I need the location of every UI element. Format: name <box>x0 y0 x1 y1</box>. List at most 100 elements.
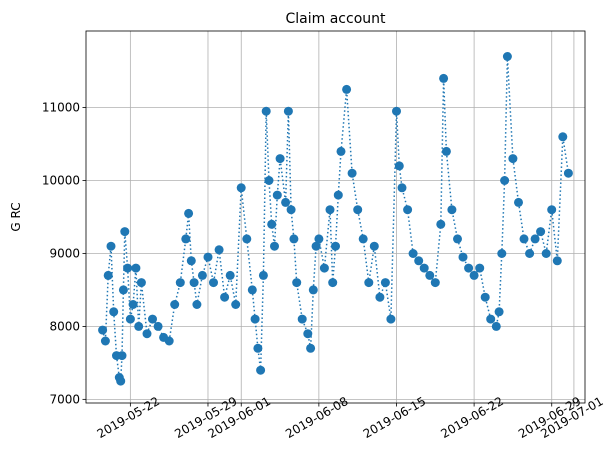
data-point <box>250 314 260 324</box>
data-point <box>175 278 185 288</box>
data-point <box>258 270 268 280</box>
data-point <box>447 205 457 215</box>
data-point <box>430 278 440 288</box>
data-point <box>220 292 230 302</box>
data-point <box>369 241 379 251</box>
data-point <box>500 176 510 185</box>
data-point <box>408 249 418 258</box>
data-point <box>231 300 241 309</box>
data-point <box>292 278 302 288</box>
data-point <box>275 154 285 164</box>
data-point <box>286 205 296 215</box>
data-point <box>100 336 110 346</box>
x-tick-label: 2019-06-15 <box>361 394 428 441</box>
data-point <box>414 256 424 266</box>
data-point <box>131 263 141 273</box>
data-point <box>306 343 316 353</box>
data-point <box>536 227 546 237</box>
data-point <box>120 227 130 237</box>
data-point <box>519 234 529 244</box>
data-point <box>142 329 152 339</box>
data-point <box>436 219 446 229</box>
plot-area <box>98 52 573 386</box>
data-point <box>242 234 252 244</box>
data-point <box>128 300 138 309</box>
data-point <box>253 343 263 353</box>
data-point <box>547 205 557 215</box>
data-point <box>308 285 318 295</box>
data-point <box>117 351 127 361</box>
data-point <box>353 205 363 215</box>
data-point <box>136 278 146 288</box>
data-point <box>186 256 196 266</box>
y-tick-label: 7000 <box>49 392 80 406</box>
data-point <box>563 168 573 178</box>
data-point <box>375 292 385 302</box>
series-line <box>101 56 570 382</box>
data-point <box>358 234 368 244</box>
data-point <box>439 73 449 83</box>
data-point <box>558 132 568 142</box>
data-point <box>464 263 474 273</box>
data-point <box>256 365 266 375</box>
data-point <box>103 270 113 280</box>
x-tick-label: 2019-05-22 <box>95 394 162 441</box>
chart-title: Claim account <box>286 11 387 27</box>
data-point <box>289 234 299 244</box>
data-point <box>364 278 374 288</box>
data-point <box>134 321 144 331</box>
data-point <box>272 190 282 200</box>
data-point <box>541 249 551 258</box>
y-axis: 7000 8000 9000 10000 11000 <box>42 101 86 406</box>
data-point <box>109 307 119 317</box>
data-point <box>386 314 396 324</box>
x-tick-label: 2019-06-22 <box>438 394 505 441</box>
data-point <box>342 84 352 94</box>
data-point <box>225 270 235 280</box>
data-point <box>491 321 501 331</box>
data-point <box>123 263 133 273</box>
data-point <box>311 241 321 251</box>
data-point <box>164 336 174 346</box>
data-point <box>125 314 135 324</box>
data-point <box>502 52 512 61</box>
data-point <box>453 234 462 244</box>
y-tick-label: 9000 <box>49 246 80 260</box>
x-tick-label: 2019-06-08 <box>283 394 350 441</box>
data-point <box>170 300 180 309</box>
data-point <box>397 183 407 193</box>
data-point <box>106 241 116 251</box>
data-point <box>203 252 213 262</box>
data-point <box>181 234 191 244</box>
data-point <box>480 292 490 302</box>
data-point <box>247 285 257 295</box>
data-point <box>153 321 163 331</box>
data-point <box>236 183 246 193</box>
data-point <box>214 245 224 255</box>
axes-frame <box>85 30 586 404</box>
data-point <box>328 278 338 288</box>
data-point <box>497 249 507 258</box>
data-point <box>261 106 271 116</box>
data-point <box>148 314 157 324</box>
data-point <box>209 278 218 288</box>
data-point <box>325 205 335 215</box>
data-point <box>514 197 523 207</box>
data-point <box>394 161 404 171</box>
data-point <box>116 376 126 386</box>
data-point <box>98 325 108 335</box>
data-point <box>267 219 277 229</box>
y-tick-label: 8000 <box>49 319 80 333</box>
data-point <box>508 154 518 164</box>
data-point <box>380 278 390 288</box>
data-point <box>281 197 291 207</box>
data-point <box>403 205 413 215</box>
data-point <box>270 241 279 251</box>
data-point <box>441 146 451 156</box>
y-tick-label: 10000 <box>42 174 80 188</box>
data-point <box>530 234 540 244</box>
data-point <box>319 263 329 273</box>
